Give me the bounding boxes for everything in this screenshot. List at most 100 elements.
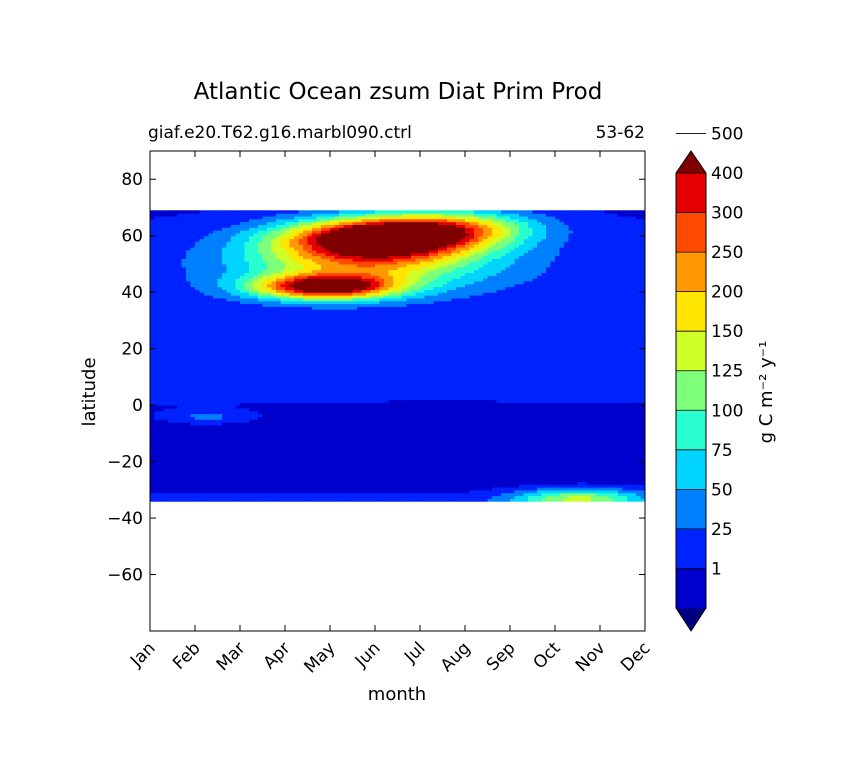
heatmap-cell [199,388,205,392]
heatmap-cell [168,368,174,372]
heatmap-cell [199,391,205,395]
heatmap-cell [177,359,183,364]
heatmap-cell [199,487,205,491]
heatmap-cell [163,464,169,468]
heatmap-cell [172,326,178,330]
heatmap-cell [199,334,205,338]
heatmap-cell [348,210,354,214]
heatmap-cell [168,244,174,248]
heatmap-cell [154,498,160,502]
heatmap-cell [231,210,237,214]
heatmap-cell [159,337,165,341]
heatmap-cell [177,472,183,477]
heatmap-cell [172,419,178,423]
heatmap-cell [199,297,205,302]
heatmap-cell [159,258,165,262]
heatmap-cell [159,413,165,418]
heatmap-cell [154,492,160,497]
heatmap-cell [163,218,169,223]
heatmap-cell [199,464,205,468]
heatmap-cell [154,433,160,437]
heatmap-cell [190,481,196,485]
heatmap-cell [186,314,192,319]
heatmap-cell [159,311,165,316]
heatmap-cell [186,450,192,454]
heatmap-cell [154,218,160,223]
heatmap-cell [163,489,169,494]
heatmap-cell [181,343,187,347]
heatmap-cell [150,283,156,288]
heatmap-cell [186,396,192,401]
heatmap-cell [190,295,196,299]
heatmap-cell [177,422,183,426]
heatmap-cell [199,359,205,364]
heatmap-cell [298,210,304,214]
heatmap-cell [199,481,205,485]
heatmap-cell [163,382,169,386]
heatmap-cell [168,430,174,434]
heatmap-cell [181,484,187,488]
heatmap-cell [190,376,196,381]
heatmap-cell [199,221,205,226]
heatmap-cell [186,263,192,268]
heatmap-cell [186,441,192,446]
heatmap-cell [154,484,160,488]
heatmap-cell [199,210,205,214]
heatmap-cell [186,252,192,257]
heatmap-cell [199,275,205,279]
heatmap-cell [186,461,192,466]
heatmap-cell [181,255,187,259]
heatmap-cell [163,478,169,482]
heatmap-cell [181,317,187,322]
heatmap-cell [177,368,183,372]
heatmap-cell [199,235,205,240]
heatmap-cell [159,247,165,251]
heatmap-cell [154,388,160,392]
heatmap-cell [163,413,169,418]
heatmap-cell [150,221,156,226]
heatmap-cell [172,362,178,367]
heatmap-cell [267,210,273,214]
heatmap-cell [177,309,183,313]
heatmap-cell [181,464,187,468]
heatmap-cell [190,472,196,477]
heatmap-cell [190,326,196,330]
heatmap-cell [199,224,205,228]
heatmap-cell [177,441,183,446]
heatmap-cell [181,326,187,330]
heatmap-cell [181,388,187,392]
heatmap-cell [195,263,201,268]
heatmap-cell [190,382,196,386]
heatmap-cell [159,489,165,494]
heatmap-cell [195,275,201,279]
heatmap-cell [172,247,178,251]
heatmap-cell [181,475,187,480]
heatmap-cell [190,331,196,336]
heatmap-cell [195,447,201,451]
heatmap-cell [150,498,156,502]
heatmap-cell [199,215,205,220]
heatmap-cell [181,247,187,251]
heatmap-cell [177,258,183,262]
heatmap-cell [177,481,183,485]
heatmap-cell [177,283,183,288]
heatmap-cell [190,266,196,271]
heatmap-cell [186,371,192,375]
heatmap-cell [181,391,187,395]
heatmap-cell [177,444,183,449]
heatmap-cell [154,317,160,322]
heatmap-cell [168,436,174,440]
heatmap-cell [154,444,160,449]
heatmap-cell [154,368,160,372]
heatmap-cell [186,317,192,322]
heatmap-cell [199,278,205,282]
heatmap-cell [181,371,187,375]
heatmap-cell [154,405,160,409]
heatmap-cell [154,309,160,313]
heatmap-cell [159,492,165,497]
heatmap-cell [163,326,169,330]
heatmap-cell [199,272,205,276]
heatmap-cell [190,230,196,234]
heatmap-cell [172,368,178,372]
heatmap-cell [168,441,174,446]
